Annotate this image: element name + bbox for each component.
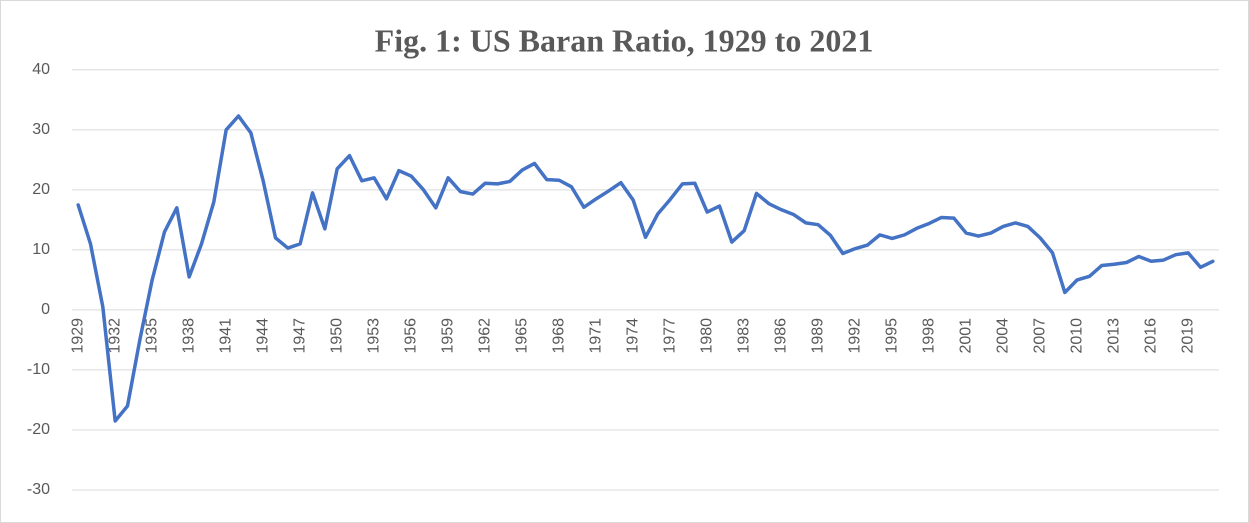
x-tick-label: 1929 [69, 318, 86, 354]
x-tick-label: 1968 [550, 318, 567, 354]
x-tick-label: 1998 [920, 318, 937, 354]
x-tick-label: 1932 [106, 318, 123, 354]
x-tick-label: 2007 [1031, 318, 1048, 354]
y-tick-label: 30 [32, 121, 50, 138]
y-tick-label: 20 [32, 181, 50, 198]
x-tick-label: 1962 [476, 318, 493, 354]
x-tick-label: 1974 [624, 318, 641, 354]
y-tick-label: -30 [27, 481, 50, 498]
x-tick-label: 1989 [809, 318, 826, 354]
y-tick-label: 10 [32, 241, 50, 258]
data-line [76, 114, 1215, 423]
y-tick-label: 40 [32, 61, 50, 78]
y-tick-label: 0 [41, 301, 50, 318]
x-tick-label: 2001 [957, 318, 974, 354]
x-tick-label: 1986 [772, 318, 789, 354]
chart-title: Fig. 1: US Baran Ratio, 1929 to 2021 [375, 22, 874, 58]
x-tick-label: 1980 [698, 318, 715, 354]
x-tick-label: 1965 [513, 318, 530, 354]
x-tick-label: 1944 [254, 318, 271, 354]
x-tick-label: 1992 [846, 318, 863, 354]
x-tick-label: 1935 [143, 318, 160, 354]
x-tick-label: 1959 [439, 318, 456, 354]
x-tick-label: 2019 [1179, 318, 1196, 354]
x-tick-label: 1941 [217, 318, 234, 354]
x-tick-label: 1938 [180, 318, 197, 354]
x-tick-label: 2016 [1142, 318, 1159, 354]
x-tick-label: 1983 [735, 318, 752, 354]
y-tick-label: -20 [27, 421, 50, 438]
y-tick-label: -10 [27, 361, 50, 378]
x-tick-label: 2010 [1068, 318, 1085, 354]
x-tick-label: 2004 [994, 318, 1011, 354]
x-tick-label: 2013 [1105, 318, 1122, 354]
x-tick-label: 1995 [883, 318, 900, 354]
x-tick-label: 1971 [587, 318, 604, 354]
x-tick-label: 1950 [328, 318, 345, 354]
x-tick-label: 1947 [291, 318, 308, 354]
x-tick-label: 1956 [402, 318, 419, 354]
x-tick-label: 1953 [365, 318, 382, 354]
x-tick-label: 1977 [661, 318, 678, 354]
